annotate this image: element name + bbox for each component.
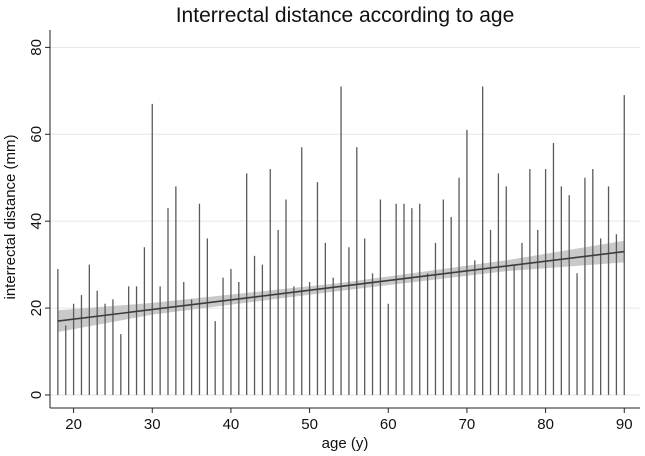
fit-line [57, 250, 625, 322]
x-tick-label-3: 50 [301, 416, 318, 433]
x-tick-label-7: 90 [616, 416, 633, 433]
y-ticks: 0 20 40 60 80 [28, 39, 50, 399]
x-tick-label-2: 40 [223, 416, 240, 433]
x-ticks: 20 30 40 50 60 70 80 90 [65, 408, 633, 433]
y-tick-label-4: 80 [28, 39, 45, 56]
x-axis-label: age (y) [322, 435, 369, 452]
axes [49, 30, 640, 409]
fit-line-group [57, 250, 625, 322]
x-tick-label-4: 60 [380, 416, 397, 433]
y-tick-label-1: 20 [28, 300, 45, 317]
y-tick-label-2: 40 [28, 213, 45, 230]
y-axis-label: interrectal distance (mm) [2, 134, 19, 299]
y-tick-label-3: 60 [28, 126, 45, 143]
grid [50, 46, 640, 396]
x-tick-label-0: 20 [65, 416, 82, 433]
y-tick-label-0: 0 [28, 391, 45, 399]
x-tick-label-6: 80 [537, 416, 554, 433]
chart-title: Interrectal distance according to age [176, 4, 515, 27]
x-tick-label-1: 30 [144, 416, 161, 433]
x-tick-label-5: 70 [459, 416, 476, 433]
spikes [57, 86, 625, 395]
